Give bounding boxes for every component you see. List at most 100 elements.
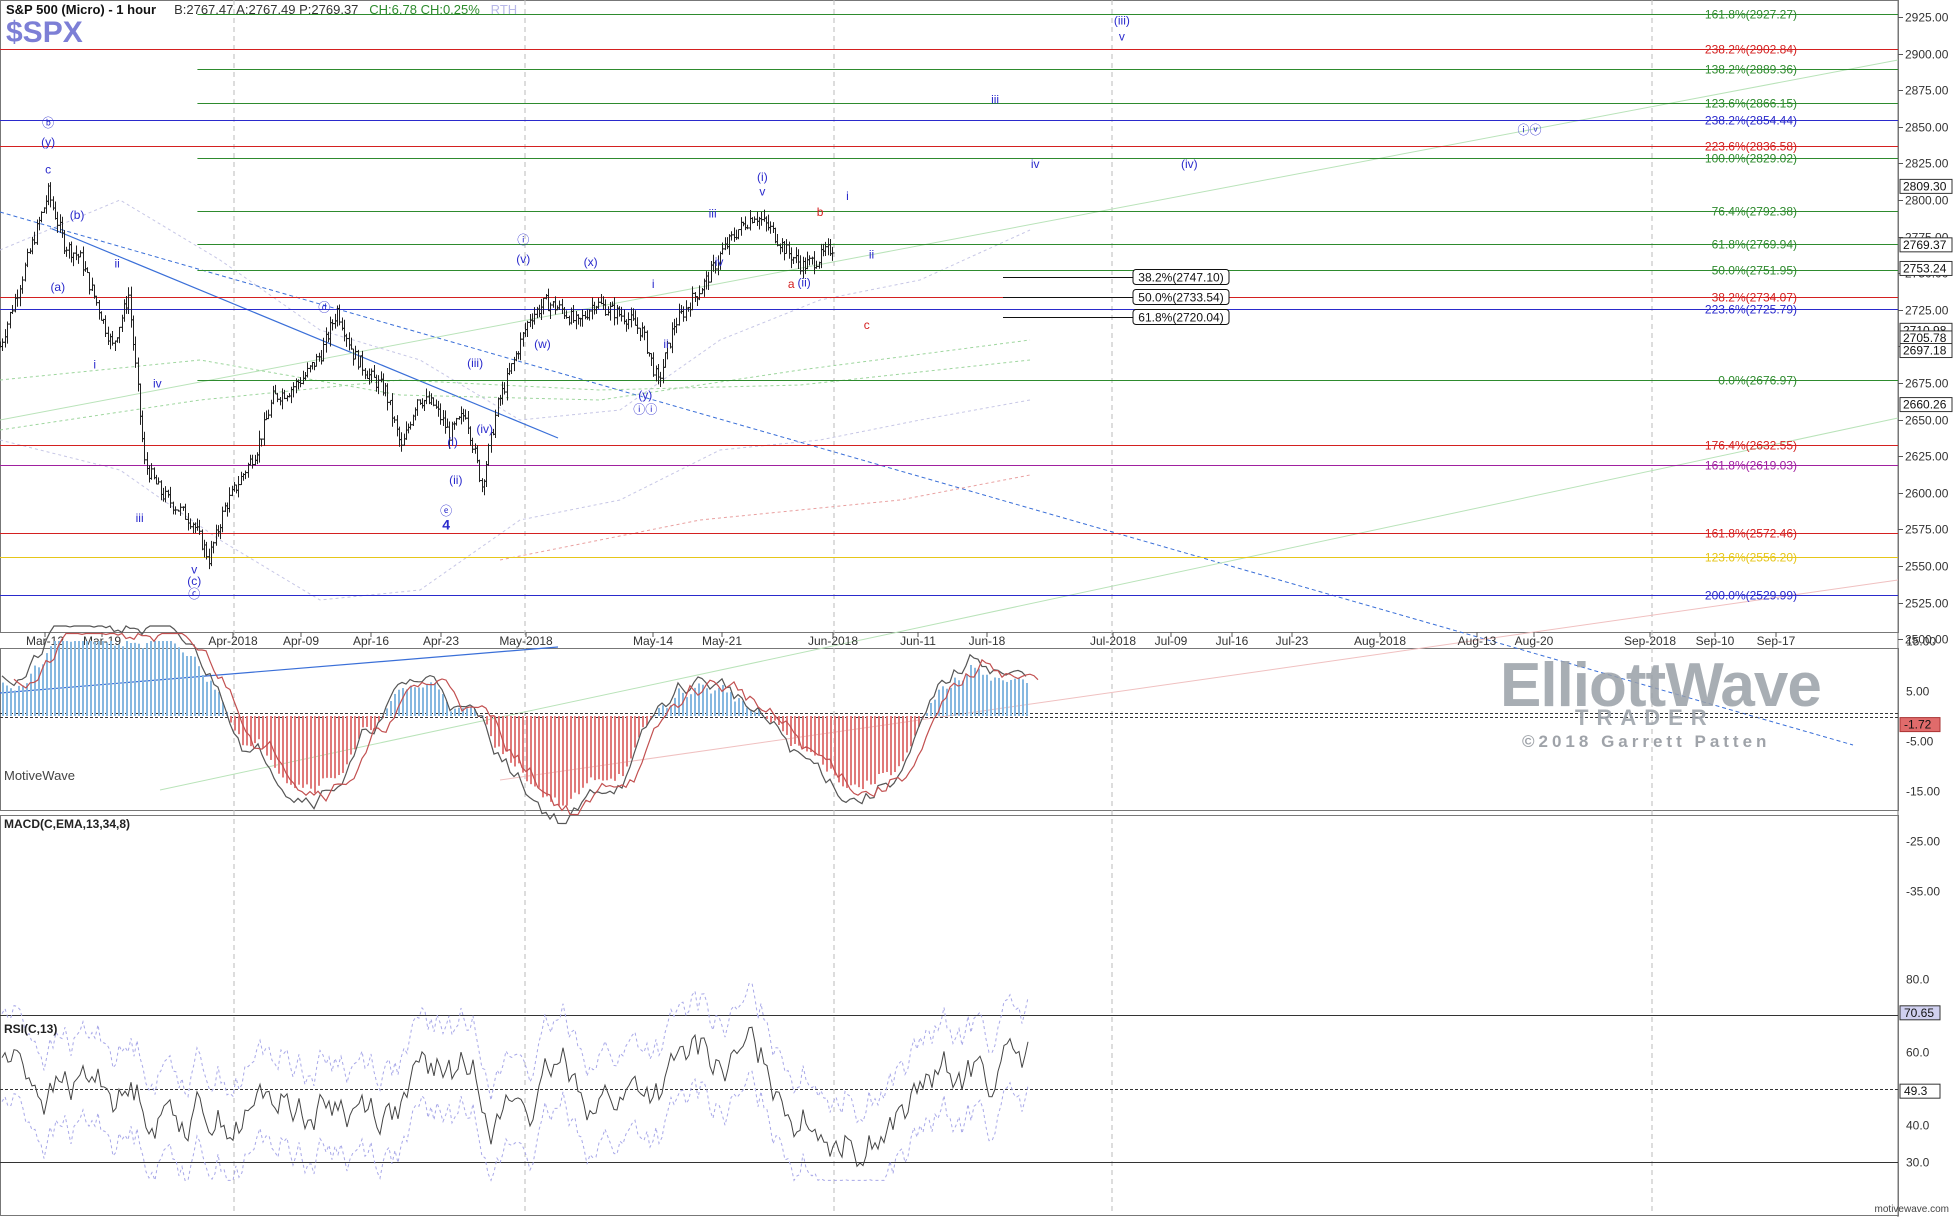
macd-hist-bar: [242, 716, 244, 746]
boxed-frame-1: [1132, 289, 1230, 305]
macd-hist-bar: [422, 687, 424, 716]
macd-hist-bar: [562, 716, 564, 806]
macd-hist-bar: [278, 716, 280, 774]
macd-hist-bar: [534, 716, 536, 787]
macd-hist-bar: [538, 716, 540, 788]
macd-hist-bar: [570, 716, 572, 799]
macd-hist-bar: [330, 716, 332, 778]
macd-hist-bar: [934, 699, 936, 716]
macd-hist-bar: [430, 682, 432, 716]
macd-hist-bar: [122, 646, 124, 716]
macd-hist-bar: [406, 689, 408, 716]
macd-hist-bar: [326, 716, 328, 778]
fib-label-10: 38.2%(2734.07): [1712, 291, 1797, 305]
macd-tick-0: 15.00: [1906, 635, 1936, 649]
rsi-tag-0: 70.65: [1904, 1006, 1934, 1020]
wave-label-32: a: [788, 277, 795, 291]
macd-hist-bar: [486, 716, 488, 725]
wave-label-3: (b): [70, 208, 85, 222]
macd-hist-bar: [214, 689, 216, 716]
macd-hist-bar: [354, 716, 356, 750]
macd-hist-bar: [874, 716, 876, 785]
macd-hist-bar: [166, 641, 168, 716]
macd-hist-bar: [634, 716, 636, 748]
price-bars: [0, 182, 835, 570]
fib-label-6: 100.0%(2829.02): [1705, 152, 1797, 166]
macd-tick-2: -5.00: [1906, 735, 1934, 749]
rsi-title: RSI(C,13): [4, 1022, 58, 1036]
macd-hist-bar: [54, 641, 56, 716]
macd-hist-bar: [126, 641, 128, 716]
wave-label-25: i: [652, 277, 655, 291]
macd-hist-bar: [246, 716, 248, 746]
macd-hist-bar: [862, 716, 864, 790]
rsi-line: [1, 1026, 1029, 1168]
macd-hist-bar: [454, 708, 456, 716]
macd-hist-bar: [670, 705, 672, 716]
macd-hist-bar: [582, 716, 584, 788]
macd-hist-bar: [990, 680, 992, 716]
fib-level-lines: 161.8%(2927.27) 238.2%(2902.84) 138.2%(288…: [0, 8, 1898, 603]
macd-hist-bar: [474, 708, 476, 716]
macd-tick-5: -35.00: [1906, 885, 1940, 899]
macd-hist-bar: [70, 641, 72, 716]
macd-hist-bar: [390, 701, 392, 716]
macd-hist-bar: [398, 689, 400, 716]
macd-hist-bar: [518, 716, 520, 764]
macd-hist-bar: [266, 716, 268, 756]
macd-hist-bar: [94, 641, 96, 716]
macd-hist-bar: [766, 716, 768, 719]
wave-label-9: v: [191, 562, 197, 576]
price-tag-6: 2660.26: [1903, 398, 1947, 412]
wave-label-4: (a): [50, 280, 65, 294]
macd-hist-bar: [434, 683, 436, 716]
macd-hist-bar: [22, 685, 24, 716]
macd-hist-bar: [142, 648, 144, 716]
wave-label-30: v: [759, 185, 765, 199]
macd-hist-bar: [506, 716, 508, 752]
fib-label-4: 238.2%(2854.44): [1705, 114, 1797, 128]
macd-hist-bar: [854, 716, 856, 785]
macd-hist-bar: [38, 667, 40, 716]
macd-hist-bar: [826, 716, 828, 772]
macd-hist-bar: [198, 666, 200, 716]
wave-label-31: b: [817, 205, 824, 219]
macd-hist-bar: [186, 656, 188, 716]
macd-hist-bar: [694, 687, 696, 716]
x-tick-label-14: Jul-16: [1216, 634, 1249, 648]
wave-label-33: (ii): [797, 275, 810, 289]
macd-hist-bar: [10, 688, 12, 716]
band-lower: [0, 399, 1031, 601]
macd-hist-bar: [510, 716, 512, 763]
fib-label-12: 0.0%(2676.97): [1718, 374, 1797, 388]
wave-label-14: (iv): [476, 422, 493, 436]
wave-label-12: ⓓ: [318, 300, 330, 314]
x-tick-label-3: Apr-09: [283, 634, 319, 648]
macd-hist-bar: [802, 716, 804, 749]
macd-hist-bar: [98, 641, 100, 716]
macd-hist-bar: [550, 716, 552, 802]
wave-label-34: c: [864, 318, 870, 332]
wave-label-5: ii: [114, 256, 119, 270]
macd-hist-bar: [102, 641, 104, 716]
macd-hist-bar: [78, 641, 80, 716]
fib-label-15: 161.8%(2572.46): [1705, 527, 1797, 541]
macd-hist-bar: [114, 645, 116, 716]
y-tick-label-12: 2800.00: [1905, 194, 1949, 208]
x-tick-label-8: May-21: [702, 634, 742, 648]
macd-hist-bar: [362, 716, 364, 728]
x-tick-label-12: Jul-2018: [1090, 634, 1136, 648]
macd-hist-bar: [302, 716, 304, 788]
macd-hist-bar: [578, 716, 580, 795]
macd-hist-bar: [174, 643, 176, 716]
macd-hist-bar: [714, 690, 716, 716]
wave-label-16: (ii): [449, 473, 462, 487]
y-tick-label-6: 2650.00: [1905, 414, 1949, 428]
macd-hist-bar: [458, 707, 460, 716]
y-tick-label-0: 2500.00: [1905, 633, 1949, 647]
wave-label-26: ii: [663, 337, 668, 351]
macd-hist-bar: [238, 716, 240, 735]
wave-label-6: i: [93, 357, 96, 371]
y-tick-label-14: 2850.00: [1905, 121, 1949, 135]
